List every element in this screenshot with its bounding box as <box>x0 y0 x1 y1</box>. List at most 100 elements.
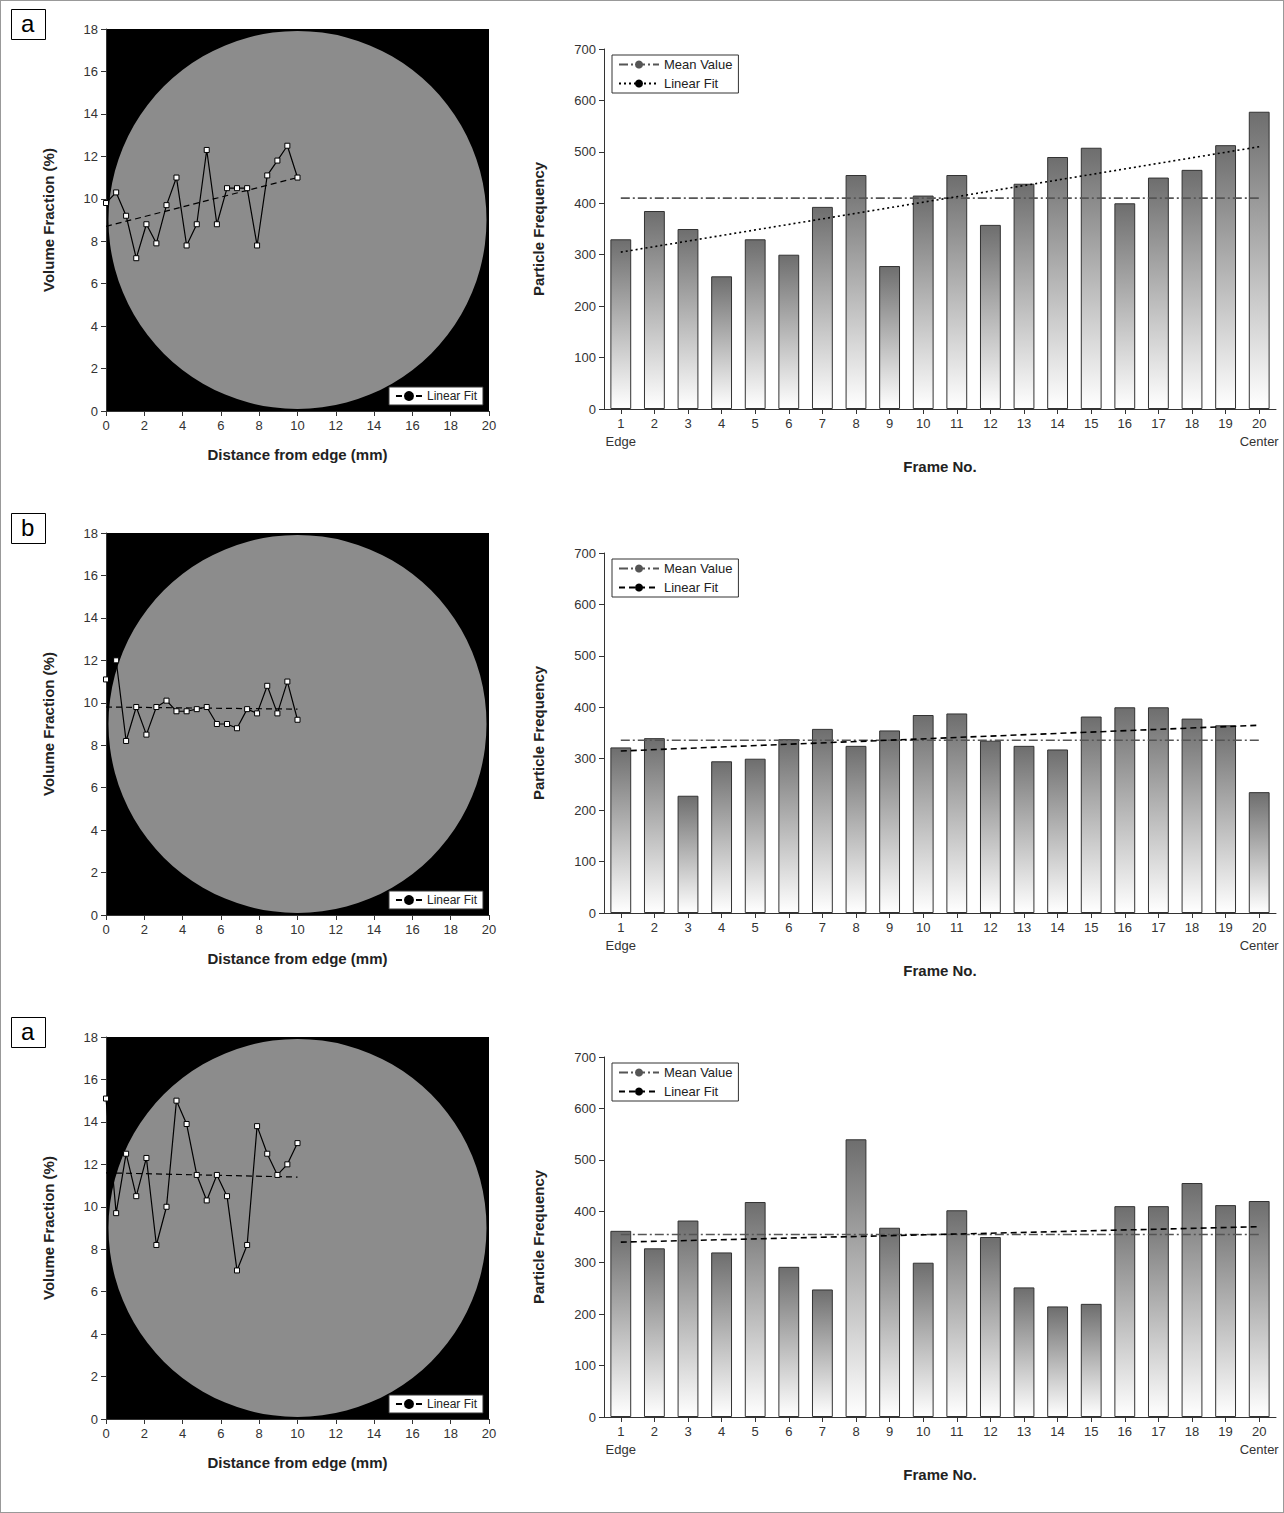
svg-text:100: 100 <box>574 1358 596 1373</box>
svg-text:20: 20 <box>482 418 496 433</box>
svg-text:700: 700 <box>574 546 596 561</box>
svg-text:1: 1 <box>617 1424 624 1439</box>
svg-text:400: 400 <box>574 700 596 715</box>
svg-text:16: 16 <box>1118 920 1132 935</box>
svg-text:16: 16 <box>1118 1424 1132 1439</box>
svg-text:a: a <box>21 1018 35 1045</box>
svg-text:17: 17 <box>1151 920 1165 935</box>
svg-text:100: 100 <box>574 854 596 869</box>
svg-text:6: 6 <box>91 1284 98 1299</box>
svg-text:7: 7 <box>819 1424 826 1439</box>
svg-text:14: 14 <box>367 922 381 937</box>
svg-text:500: 500 <box>574 144 596 159</box>
svg-text:0: 0 <box>589 906 596 921</box>
svg-text:6: 6 <box>91 276 98 291</box>
svg-text:4: 4 <box>179 1426 186 1441</box>
svg-text:18: 18 <box>443 418 457 433</box>
svg-text:200: 200 <box>574 803 596 818</box>
svg-text:14: 14 <box>1050 1424 1064 1439</box>
svg-text:200: 200 <box>574 299 596 314</box>
svg-text:10: 10 <box>84 191 98 206</box>
svg-text:10: 10 <box>290 1426 304 1441</box>
svg-text:20: 20 <box>1252 416 1266 431</box>
svg-text:Edge: Edge <box>606 434 636 449</box>
svg-text:500: 500 <box>574 648 596 663</box>
svg-text:11: 11 <box>950 920 964 935</box>
svg-text:2: 2 <box>91 361 98 376</box>
svg-text:0: 0 <box>91 404 98 419</box>
svg-text:10: 10 <box>84 695 98 710</box>
svg-text:10: 10 <box>290 418 304 433</box>
svg-text:14: 14 <box>84 610 98 625</box>
svg-text:4: 4 <box>179 922 186 937</box>
svg-text:16: 16 <box>84 1072 98 1087</box>
svg-text:6: 6 <box>785 416 792 431</box>
svg-text:0: 0 <box>102 418 109 433</box>
svg-text:18: 18 <box>1185 920 1199 935</box>
svg-text:2: 2 <box>141 922 148 937</box>
svg-text:2: 2 <box>141 1426 148 1441</box>
svg-text:15: 15 <box>1084 1424 1098 1439</box>
svg-text:18: 18 <box>84 1030 98 1045</box>
svg-text:2: 2 <box>651 416 658 431</box>
svg-text:6: 6 <box>217 922 224 937</box>
svg-text:4: 4 <box>718 920 725 935</box>
svg-text:14: 14 <box>367 418 381 433</box>
svg-text:2: 2 <box>651 920 658 935</box>
svg-text:17: 17 <box>1151 1424 1165 1439</box>
svg-text:700: 700 <box>574 1050 596 1065</box>
svg-text:Distance from edge (mm): Distance from edge (mm) <box>207 1454 387 1471</box>
svg-text:4: 4 <box>718 416 725 431</box>
svg-text:300: 300 <box>574 1255 596 1270</box>
svg-text:14: 14 <box>84 106 98 121</box>
svg-text:12: 12 <box>329 1426 343 1441</box>
svg-text:19: 19 <box>1218 416 1232 431</box>
svg-text:10: 10 <box>290 922 304 937</box>
svg-text:8: 8 <box>852 1424 859 1439</box>
svg-text:19: 19 <box>1218 1424 1232 1439</box>
svg-text:Linear Fit: Linear Fit <box>664 76 719 91</box>
svg-text:3: 3 <box>684 1424 691 1439</box>
svg-text:500: 500 <box>574 1152 596 1167</box>
svg-text:2: 2 <box>651 1424 658 1439</box>
svg-text:8: 8 <box>852 416 859 431</box>
svg-text:8: 8 <box>91 234 98 249</box>
svg-text:Linear Fit: Linear Fit <box>427 389 478 403</box>
svg-text:0: 0 <box>91 908 98 923</box>
svg-text:4: 4 <box>718 1424 725 1439</box>
svg-text:Particle Frequency: Particle Frequency <box>530 1169 547 1304</box>
svg-text:Linear Fit: Linear Fit <box>427 1397 478 1411</box>
svg-text:10: 10 <box>916 1424 930 1439</box>
svg-text:600: 600 <box>574 93 596 108</box>
svg-text:300: 300 <box>574 751 596 766</box>
svg-text:16: 16 <box>1118 416 1132 431</box>
svg-text:Mean Value: Mean Value <box>664 57 732 72</box>
svg-text:12: 12 <box>329 418 343 433</box>
svg-text:8: 8 <box>256 1426 263 1441</box>
svg-text:7: 7 <box>819 920 826 935</box>
svg-text:Linear Fit: Linear Fit <box>664 1084 719 1099</box>
svg-text:1: 1 <box>617 416 624 431</box>
svg-text:14: 14 <box>367 1426 381 1441</box>
svg-text:Particle Frequency: Particle Frequency <box>530 665 547 800</box>
svg-text:12: 12 <box>84 1157 98 1172</box>
svg-text:15: 15 <box>1084 416 1098 431</box>
svg-text:8: 8 <box>852 920 859 935</box>
svg-text:18: 18 <box>84 526 98 541</box>
svg-text:14: 14 <box>84 1114 98 1129</box>
svg-text:100: 100 <box>574 350 596 365</box>
svg-text:0: 0 <box>589 1410 596 1425</box>
svg-text:18: 18 <box>443 1426 457 1441</box>
svg-text:12: 12 <box>84 653 98 668</box>
svg-text:6: 6 <box>217 1426 224 1441</box>
svg-text:9: 9 <box>886 416 893 431</box>
svg-text:13: 13 <box>1017 920 1031 935</box>
svg-text:Volume Fraction (%): Volume Fraction (%) <box>40 148 57 292</box>
svg-text:Frame No.: Frame No. <box>903 962 976 979</box>
svg-text:7: 7 <box>819 416 826 431</box>
svg-text:4: 4 <box>179 418 186 433</box>
svg-text:20: 20 <box>482 1426 496 1441</box>
svg-text:19: 19 <box>1218 920 1232 935</box>
svg-text:15: 15 <box>1084 920 1098 935</box>
svg-text:20: 20 <box>1252 1424 1266 1439</box>
